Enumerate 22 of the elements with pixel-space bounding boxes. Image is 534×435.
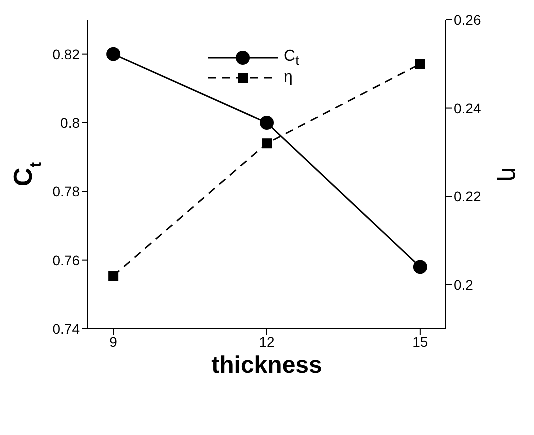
y2-tick-label: 0.26 (454, 12, 482, 28)
y-tick-label: 0.78 (52, 184, 80, 200)
point (260, 116, 274, 130)
y2-tick-label: 0.2 (454, 276, 474, 293)
x-tick-label: 9 (110, 334, 118, 350)
legend-label: C$_{t}$ (284, 48, 300, 68)
x-tick-label: 15 (412, 334, 428, 350)
y-tick-label: 0.8 (60, 114, 80, 131)
point (108, 271, 119, 282)
y-tick-label: 0.74 (52, 320, 80, 337)
y-tick-label: 0.76 (52, 252, 80, 268)
point (106, 47, 121, 62)
y-tick-label: 0.82 (52, 46, 80, 62)
point (262, 138, 272, 149)
y2-tick-label: 0.22 (454, 188, 482, 205)
point (413, 260, 428, 274)
y2-tick-label: 0.24 (454, 100, 482, 116)
x-axis-title: thickness (212, 352, 322, 379)
x-tick-label: 12 (259, 334, 275, 350)
legend-label: η (284, 69, 293, 87)
point (415, 59, 426, 70)
y2-axis-title: η (496, 166, 524, 182)
